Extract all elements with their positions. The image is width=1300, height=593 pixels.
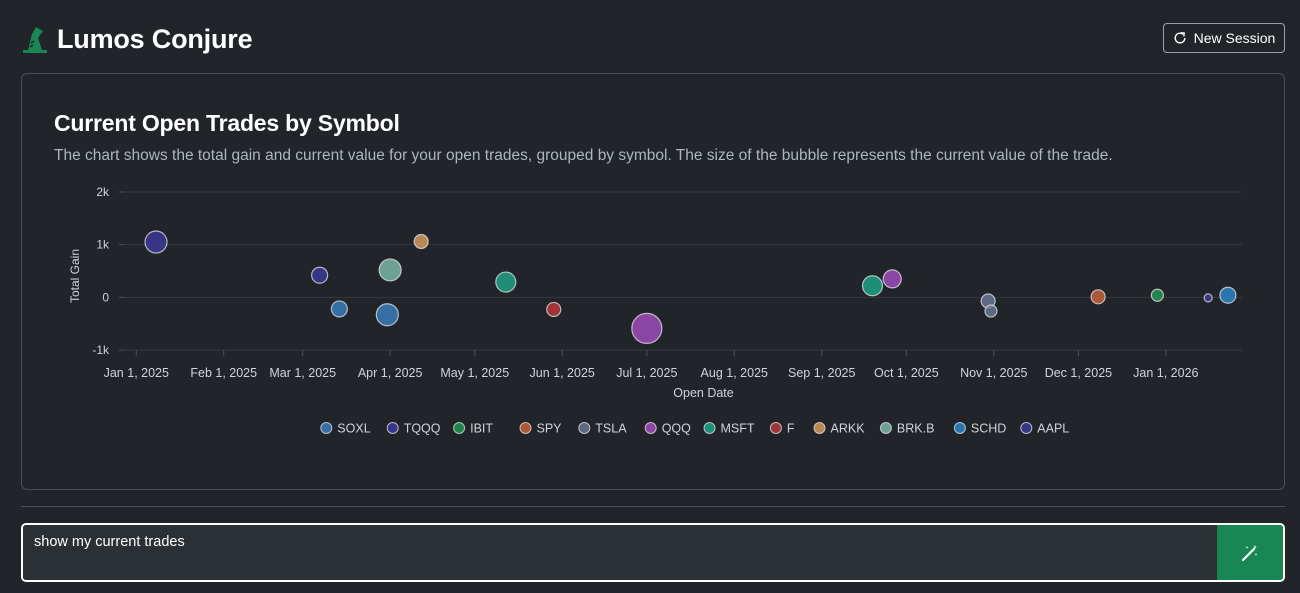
chart-card: Current Open Trades by Symbol The chart … — [21, 73, 1285, 490]
legend-swatch — [320, 422, 333, 434]
y-tick-label: 0 — [102, 290, 109, 304]
legend-label: SCHD — [971, 422, 1006, 436]
legend-label: AAPL — [1037, 422, 1069, 436]
legend-label: F — [787, 422, 795, 436]
legend-swatch — [519, 422, 532, 434]
bubble-soxl — [330, 300, 348, 318]
bubble-tqqq — [311, 266, 329, 284]
bubble-spy — [1090, 289, 1106, 305]
legend-swatch — [578, 422, 591, 434]
legend-label: BRK.B — [897, 422, 935, 436]
bubble-tsla — [984, 304, 998, 318]
bubble-msft — [495, 271, 517, 293]
bubble-aapl — [144, 230, 168, 254]
x-tick-label: Apr 1, 2025 — [358, 366, 423, 380]
y-tick-label: 1k — [96, 238, 110, 252]
x-tick-label: Mar 1, 2025 — [269, 366, 336, 380]
bubble-msft — [861, 275, 884, 297]
legend-label: IBIT — [470, 422, 493, 436]
app-title: Lumos Conjure — [57, 24, 253, 54]
legend-label: SOXL — [337, 422, 370, 436]
x-axis-label: Open Date — [673, 386, 734, 400]
new-session-button[interactable]: New Session — [1163, 23, 1285, 53]
bubble-soxl — [375, 303, 399, 327]
legend-label: TSLA — [595, 422, 627, 436]
legend-swatch — [453, 422, 466, 434]
x-tick-label: Jan 1, 2025 — [104, 366, 169, 380]
new-session-label: New Session — [1193, 30, 1276, 46]
bubble-brk-b — [378, 258, 402, 282]
legend-swatch — [879, 422, 892, 434]
x-tick-label: Jan 1, 2026 — [1133, 366, 1198, 380]
bubble-chart: 2k 1k 0 -1k Jan 1, 2025 Feb 1, 2025 Mar 1, 202… — [68, 185, 1242, 436]
legend-swatch — [386, 422, 399, 434]
y-tick-label: 2k — [96, 185, 110, 199]
prompt-box — [21, 523, 1285, 582]
x-tick-label: Sep 1, 2025 — [788, 366, 855, 380]
y-axis-label: Total Gain — [68, 249, 82, 303]
x-tick-label: Feb 1, 2025 — [190, 366, 257, 380]
x-tick-label: Dec 1, 2025 — [1045, 366, 1112, 380]
bubble-f — [546, 301, 562, 318]
x-tick-label: Oct 1, 2025 — [874, 366, 939, 380]
legend-swatch — [644, 422, 657, 434]
app-logo: Lumos Conjure — [21, 24, 253, 55]
legend-label: MSFT — [721, 422, 755, 436]
bubble-schd — [1219, 286, 1237, 304]
legend-swatch — [953, 422, 966, 434]
x-tick-label: Jun 1, 2025 — [530, 366, 595, 380]
legend-swatch — [1020, 422, 1033, 434]
legend-label: TQQQ — [404, 422, 441, 436]
x-tick-label: Aug 1, 2025 — [701, 366, 768, 380]
x-tick-label: Jul 1, 2025 — [616, 366, 677, 380]
bubble-aapl — [1203, 293, 1213, 303]
legend-swatch — [703, 422, 716, 434]
bubble-qqq — [882, 269, 902, 289]
refresh-icon — [1174, 32, 1186, 44]
y-tick-label: -1k — [92, 343, 110, 357]
chart-description: The chart shows the total gain and curre… — [54, 147, 1113, 164]
magic-wand-icon — [1241, 544, 1258, 561]
conjure-button[interactable] — [1217, 525, 1283, 580]
wizard-hat-icon — [23, 26, 47, 53]
x-tick-label: Nov 1, 2025 — [960, 366, 1027, 380]
chart-title: Current Open Trades by Symbol — [54, 110, 400, 136]
prompt-input[interactable] — [23, 525, 1219, 580]
bubble-qqq — [631, 312, 663, 345]
legend-label: SPY — [537, 422, 563, 436]
divider — [21, 506, 1285, 507]
legend-label: QQQ — [662, 422, 691, 436]
bubble-arkk — [413, 233, 429, 250]
app-header: Lumos Conjure New Session — [21, 22, 1285, 58]
legend-swatch — [813, 422, 826, 434]
legend-label: ARKK — [831, 422, 866, 436]
bubble-ibit — [1150, 288, 1164, 302]
legend-swatch — [769, 422, 782, 434]
x-tick-label: May 1, 2025 — [440, 366, 509, 380]
